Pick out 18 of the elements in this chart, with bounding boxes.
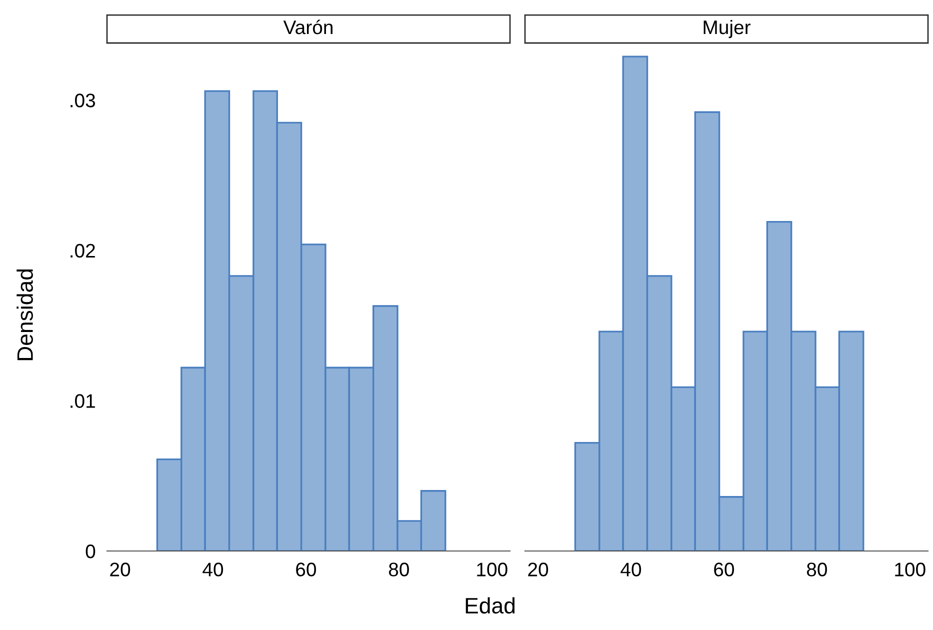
x-tick-label: 80 <box>388 562 409 576</box>
x-tick-label: 100 <box>477 562 508 576</box>
x-tick-label: 100 <box>895 562 926 576</box>
x-tick-label: 60 <box>714 562 734 576</box>
x-tick-label: 40 <box>202 562 224 576</box>
x-axis-title: Edad <box>466 597 515 614</box>
y-tick-label: .02 <box>70 244 95 258</box>
x-tick-label: 20 <box>528 562 548 576</box>
x-tick-label: 40 <box>620 562 642 576</box>
chart-title: Varón <box>283 20 332 34</box>
x-tick-label: 20 <box>110 562 130 576</box>
x-tick-label: 80 <box>806 562 827 576</box>
chart-title: Mujer <box>704 20 750 38</box>
x-tick-label: 60 <box>296 562 316 576</box>
y-tick-label: .03 <box>70 94 96 108</box>
y-tick-label: 0 <box>86 544 96 558</box>
y-tick-label: .01 <box>70 394 95 408</box>
y-axis-title: Densidad <box>16 269 33 360</box>
